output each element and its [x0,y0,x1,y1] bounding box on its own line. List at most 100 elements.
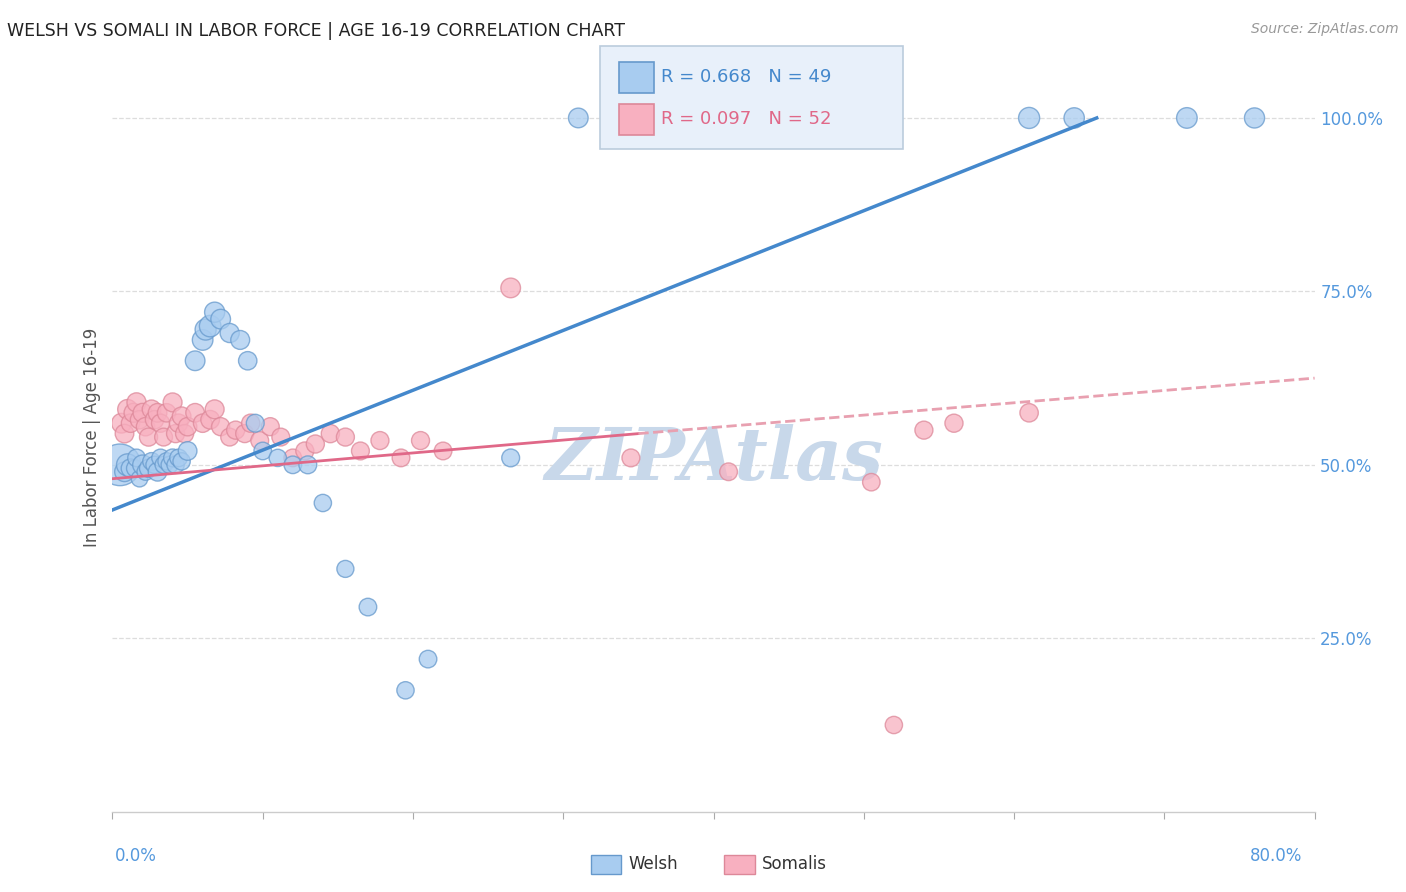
Point [416,652,439,666]
Point [152,458,174,472]
Point [173,426,195,441]
Point [162,450,184,465]
Point [1063,111,1085,125]
Point [335,430,357,444]
Point [312,496,335,510]
Point [141,402,163,417]
Point [128,413,150,427]
Point [117,458,139,472]
Point [114,426,136,441]
Point [143,458,166,472]
Point [225,423,247,437]
Point [912,423,935,437]
Point [349,444,371,458]
Point [218,326,240,340]
Point [117,402,139,417]
Point [567,111,589,125]
Point [120,461,142,475]
Point [245,416,267,430]
Point [135,419,157,434]
Point [233,426,256,441]
Point [128,472,150,486]
Point [114,465,136,479]
Point [167,416,190,430]
Point [209,419,232,434]
Point [149,450,172,465]
Point [499,450,522,465]
Point [294,444,316,458]
Point [125,395,148,409]
Y-axis label: In Labor Force | Age 16-19: In Labor Force | Age 16-19 [83,327,101,547]
Point [122,406,145,420]
Point [155,406,177,420]
Point [152,430,174,444]
Point [162,395,184,409]
Point [883,718,905,732]
Text: 80.0%: 80.0% [1250,847,1302,865]
Text: 0.0%: 0.0% [115,847,157,865]
Point [108,458,131,472]
Point [120,416,142,430]
Text: ZIPAtlas: ZIPAtlas [544,424,883,495]
Point [194,322,217,336]
Point [155,454,177,468]
Point [124,461,146,475]
Point [297,458,319,472]
Text: WELSH VS SOMALI IN LABOR FORCE | AGE 16-19 CORRELATION CHART: WELSH VS SOMALI IN LABOR FORCE | AGE 16-… [7,22,626,40]
Point [368,434,391,448]
Point [149,416,172,430]
Text: Source: ZipAtlas.com: Source: ZipAtlas.com [1251,22,1399,37]
Point [198,413,221,427]
Point [860,475,883,490]
Point [868,111,890,125]
Point [176,444,198,458]
Point [125,450,148,465]
Point [138,430,160,444]
Point [135,465,157,479]
Point [165,426,187,441]
Point [432,444,454,458]
Point [159,458,181,472]
Point [252,444,274,458]
Point [1018,111,1040,125]
Point [620,450,643,465]
Point [204,402,226,417]
Point [409,434,432,448]
Point [141,454,163,468]
Point [270,430,292,444]
Point [239,416,262,430]
Text: Welsh: Welsh [628,855,678,873]
Point [143,413,166,427]
Point [191,416,214,430]
Point [389,450,412,465]
Point [249,434,271,448]
Point [267,450,290,465]
Point [198,319,221,334]
Point [394,683,416,698]
Point [717,465,740,479]
Point [218,430,240,444]
Point [335,562,357,576]
Point [209,312,232,326]
Point [259,419,281,434]
Point [1018,406,1040,420]
Point [499,281,522,295]
Point [165,458,187,472]
Point [176,419,198,434]
Point [319,426,342,441]
Point [627,111,650,125]
Point [304,437,326,451]
Point [184,406,207,420]
Point [1175,111,1198,125]
Point [229,333,252,347]
Point [281,458,304,472]
Point [167,450,190,465]
Point [191,333,214,347]
Point [281,450,304,465]
Point [236,353,259,368]
Point [204,305,226,319]
Point [110,416,132,430]
Text: R = 0.668   N = 49: R = 0.668 N = 49 [661,68,831,86]
Point [146,406,169,420]
Text: R = 0.097   N = 52: R = 0.097 N = 52 [661,111,831,128]
